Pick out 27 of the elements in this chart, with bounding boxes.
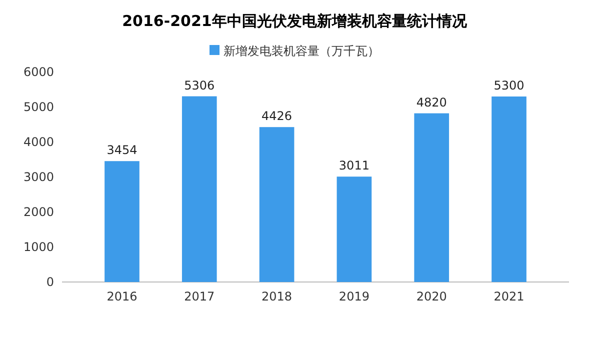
data-label: 5300 bbox=[494, 78, 524, 92]
bar bbox=[259, 127, 294, 282]
bar bbox=[414, 113, 450, 282]
data-label: 5306 bbox=[184, 78, 215, 92]
y-tick-label: 6000 bbox=[23, 64, 54, 79]
data-label: 3011 bbox=[338, 158, 370, 173]
y-tick-label: 0 bbox=[46, 274, 54, 289]
y-tick-label: 2000 bbox=[23, 204, 54, 219]
y-tick-label: 3000 bbox=[23, 170, 54, 184]
data-label: 4820 bbox=[416, 95, 447, 110]
y-tick-label: 5000 bbox=[23, 100, 54, 114]
y-tick-label: 1000 bbox=[23, 240, 54, 254]
y-tick-label: 4000 bbox=[23, 134, 54, 149]
bar bbox=[182, 96, 217, 282]
x-tick-label: 2019 bbox=[338, 290, 370, 304]
x-tick-label: 2020 bbox=[416, 290, 447, 304]
chart-title: 2016-2021年中国光伏发电新增装机容量统计情况 bbox=[122, 12, 468, 30]
bar bbox=[336, 176, 372, 282]
data-label: 4426 bbox=[262, 109, 292, 124]
x-tick-label: 2017 bbox=[184, 290, 215, 304]
bar bbox=[104, 161, 140, 282]
x-tick-label: 2021 bbox=[494, 290, 524, 304]
bar bbox=[492, 96, 526, 282]
x-tick-label: 2018 bbox=[262, 290, 292, 304]
x-tick-label: 2016 bbox=[106, 290, 138, 304]
data-label: 3454 bbox=[106, 143, 138, 158]
legend-label: 新增发电装机容量（万千瓦） bbox=[224, 44, 380, 58]
